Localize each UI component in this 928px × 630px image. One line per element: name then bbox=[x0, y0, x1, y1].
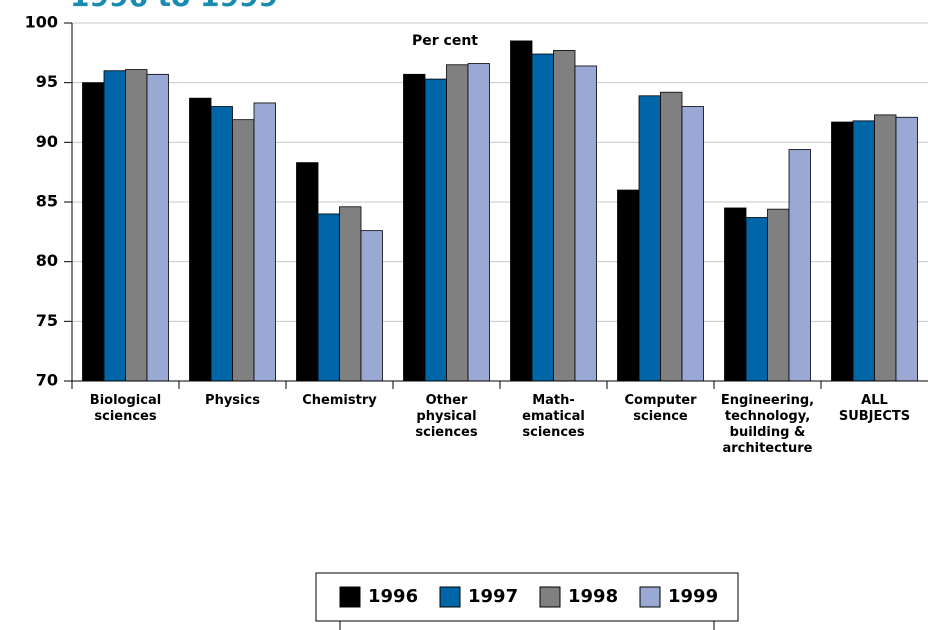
legend-swatch bbox=[639, 586, 661, 608]
bar bbox=[189, 97, 212, 382]
x-tick-label: Physics bbox=[205, 393, 260, 408]
legend-swatch bbox=[439, 586, 461, 608]
bar bbox=[467, 63, 490, 382]
bar bbox=[446, 64, 469, 382]
y-tick-label: 95 bbox=[36, 72, 58, 91]
bar bbox=[660, 91, 683, 382]
bar bbox=[82, 82, 105, 382]
legend-label: 1996 bbox=[368, 586, 418, 607]
legend-label: 1999 bbox=[668, 586, 718, 607]
legend-swatch bbox=[539, 586, 561, 608]
bar bbox=[403, 73, 426, 382]
x-tick-label: Engineering, technology, building & archite… bbox=[721, 393, 814, 456]
x-tick-label: Biological sciences bbox=[90, 393, 161, 424]
chart-title: 1996 to 1999 bbox=[70, 0, 278, 13]
bar bbox=[852, 120, 875, 382]
bar bbox=[317, 213, 340, 382]
bar bbox=[681, 106, 704, 382]
bar bbox=[210, 106, 233, 382]
x-tick-label: Other physical sciences bbox=[415, 393, 477, 440]
legend-label: 1997 bbox=[468, 586, 518, 607]
bar bbox=[531, 53, 554, 382]
bar bbox=[745, 217, 768, 382]
bar bbox=[296, 162, 319, 382]
y-tick-label: 85 bbox=[36, 192, 58, 211]
bar bbox=[253, 102, 276, 382]
x-tick-label: ALL SUBJECTS bbox=[839, 393, 910, 424]
y-tick-label: 100 bbox=[25, 13, 58, 32]
bar bbox=[424, 78, 447, 382]
y-tick-label: 70 bbox=[36, 371, 58, 390]
bar bbox=[360, 230, 383, 382]
bar bbox=[146, 73, 169, 382]
bar bbox=[510, 40, 533, 382]
bar bbox=[103, 70, 126, 382]
bar bbox=[767, 208, 790, 382]
x-tick-label: Chemistry bbox=[302, 393, 377, 408]
y-tick-label: 75 bbox=[36, 311, 58, 330]
bar bbox=[874, 114, 897, 382]
bar bbox=[125, 69, 148, 382]
bar bbox=[553, 50, 576, 382]
legend-swatch bbox=[339, 586, 361, 608]
axis-unit: Per cent bbox=[412, 33, 478, 49]
legend-label: 1998 bbox=[568, 586, 618, 607]
legend-box bbox=[315, 572, 739, 622]
bar bbox=[895, 116, 918, 382]
bar bbox=[232, 119, 255, 382]
bar bbox=[831, 121, 854, 382]
bar bbox=[574, 65, 597, 382]
bar bbox=[617, 189, 640, 382]
x-tick-label: Computer science bbox=[624, 393, 697, 424]
y-tick-label: 80 bbox=[36, 251, 58, 270]
bar bbox=[638, 95, 661, 382]
x-tick-label: Math-ematical sciences bbox=[522, 393, 585, 440]
bar bbox=[788, 149, 811, 382]
y-tick-label: 90 bbox=[36, 132, 58, 151]
bar bbox=[724, 207, 747, 382]
bar bbox=[339, 206, 362, 382]
